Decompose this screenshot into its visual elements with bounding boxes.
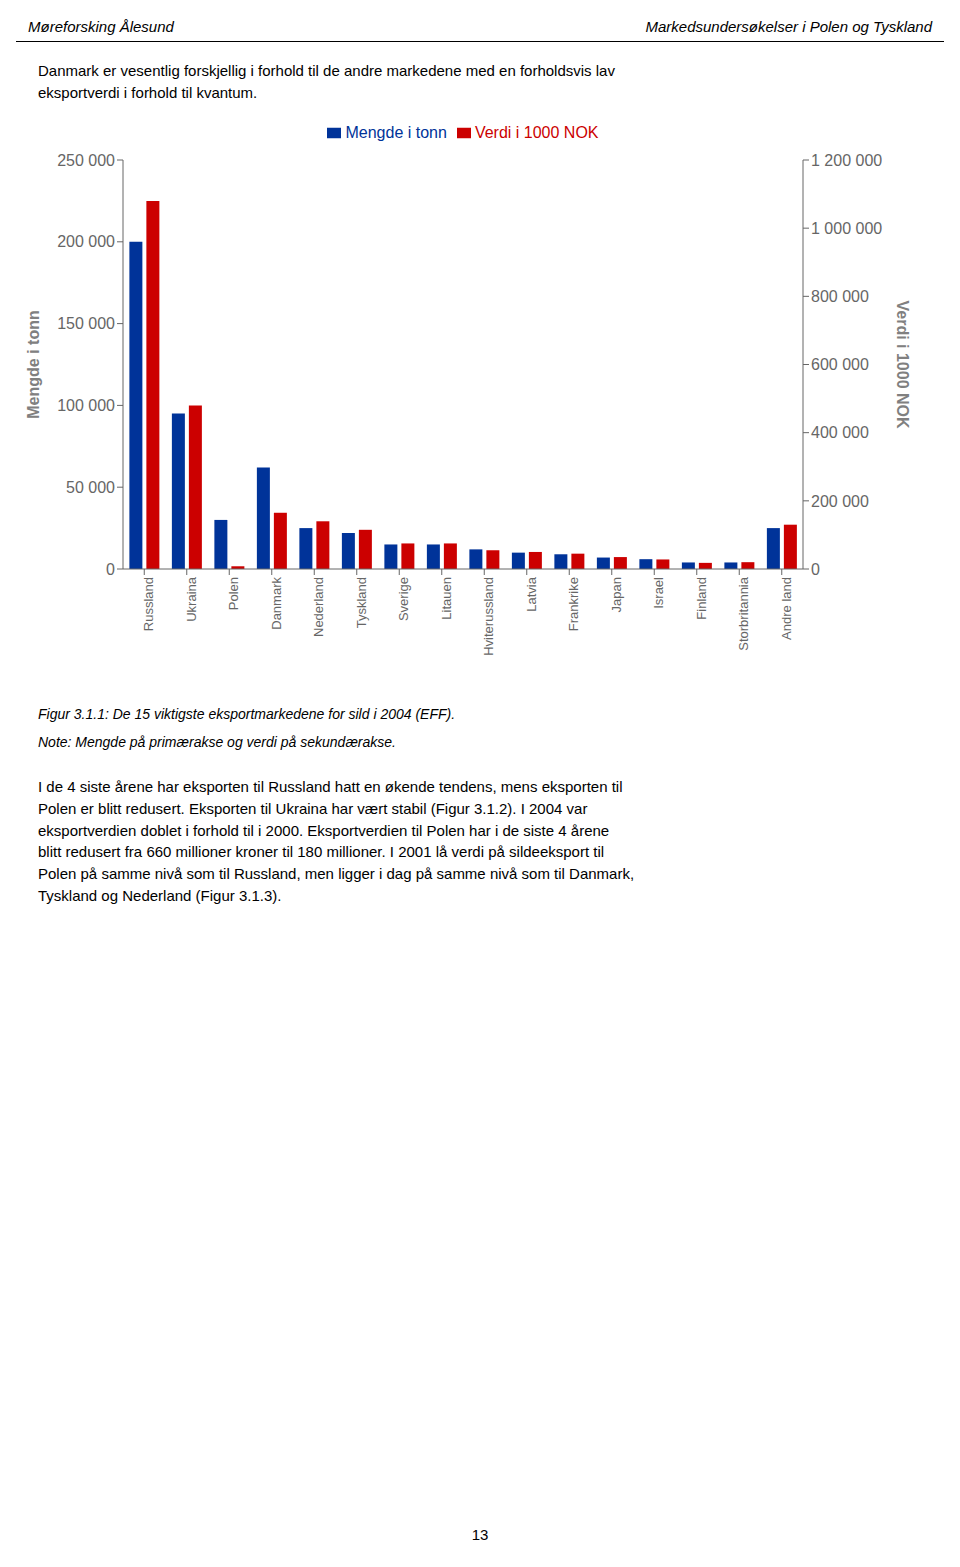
svg-text:0: 0 xyxy=(811,560,820,577)
svg-text:Hviterussland: Hviterussland xyxy=(481,577,496,656)
svg-text:800 000: 800 000 xyxy=(811,288,869,305)
svg-text:Frankrike: Frankrike xyxy=(566,577,581,631)
svg-text:Latvia: Latvia xyxy=(524,576,539,611)
html-text:Figur 3.1.1: De 15 viktigste e: Figur 3.1.1: De 15 viktigste eksportmark… xyxy=(38,705,456,722)
svg-text:100 000: 100 000 xyxy=(57,397,115,414)
svg-text:Litauen: Litauen xyxy=(439,577,454,620)
svg-text:0: 0 xyxy=(106,560,115,577)
svg-text:200 000: 200 000 xyxy=(57,233,115,250)
svg-text:Danmark: Danmark xyxy=(269,576,284,629)
html-text:Mengde i tonn: Mengde i tonn xyxy=(345,123,447,141)
svg-text:Tyskland: Tyskland xyxy=(354,577,369,628)
svg-text:1 000 000: 1 000 000 xyxy=(811,219,882,236)
svg-text:Israel: Israel xyxy=(651,576,666,608)
svg-text:400 000: 400 000 xyxy=(811,424,869,441)
svg-text:Japan: Japan xyxy=(609,577,624,612)
svg-text:1 200 000: 1 200 000 xyxy=(811,151,882,168)
svg-text:Sverige: Sverige xyxy=(396,577,411,621)
html-text:I de 4 siste årene har eksport: I de 4 siste årene har eksporten til Rus… xyxy=(38,778,635,904)
svg-text:Polen: Polen xyxy=(226,577,241,610)
svg-text:50 000: 50 000 xyxy=(66,478,115,495)
svg-text:Andre land: Andre land xyxy=(779,577,794,640)
html-text:Danmark er vesentlig forskjell: Danmark er vesentlig forskjellig i forho… xyxy=(38,62,615,101)
svg-text:Verdi i 1000 NOK: Verdi i 1000 NOK xyxy=(894,300,911,429)
svg-text:Ukraina: Ukraina xyxy=(184,576,199,622)
svg-text:150 000: 150 000 xyxy=(57,315,115,332)
svg-text:600 000: 600 000 xyxy=(811,356,869,373)
svg-text:Russland: Russland xyxy=(141,577,156,631)
html-text:Markedsundersøkelser i Polen o: Markedsundersøkelser i Polen og Tyskland xyxy=(645,18,932,35)
svg-text:Nederland: Nederland xyxy=(311,577,326,637)
svg-text:Mengde i tonn: Mengde i tonn xyxy=(25,310,42,418)
html-text:13: 13 xyxy=(471,1526,489,1543)
svg-text:Storbritannia: Storbritannia xyxy=(736,576,751,650)
html-text:Verdi i 1000 NOK: Verdi i 1000 NOK xyxy=(474,123,599,141)
svg-text:200 000: 200 000 xyxy=(811,492,869,509)
svg-text:Finland: Finland xyxy=(694,577,709,620)
html-text:Møreforsking Ålesund: Møreforsking Ålesund xyxy=(28,18,174,35)
svg-text:250 000: 250 000 xyxy=(57,151,115,168)
html-text:Note: Mengde på primærakse og: Note: Mengde på primærakse og verdi på s… xyxy=(38,733,396,750)
